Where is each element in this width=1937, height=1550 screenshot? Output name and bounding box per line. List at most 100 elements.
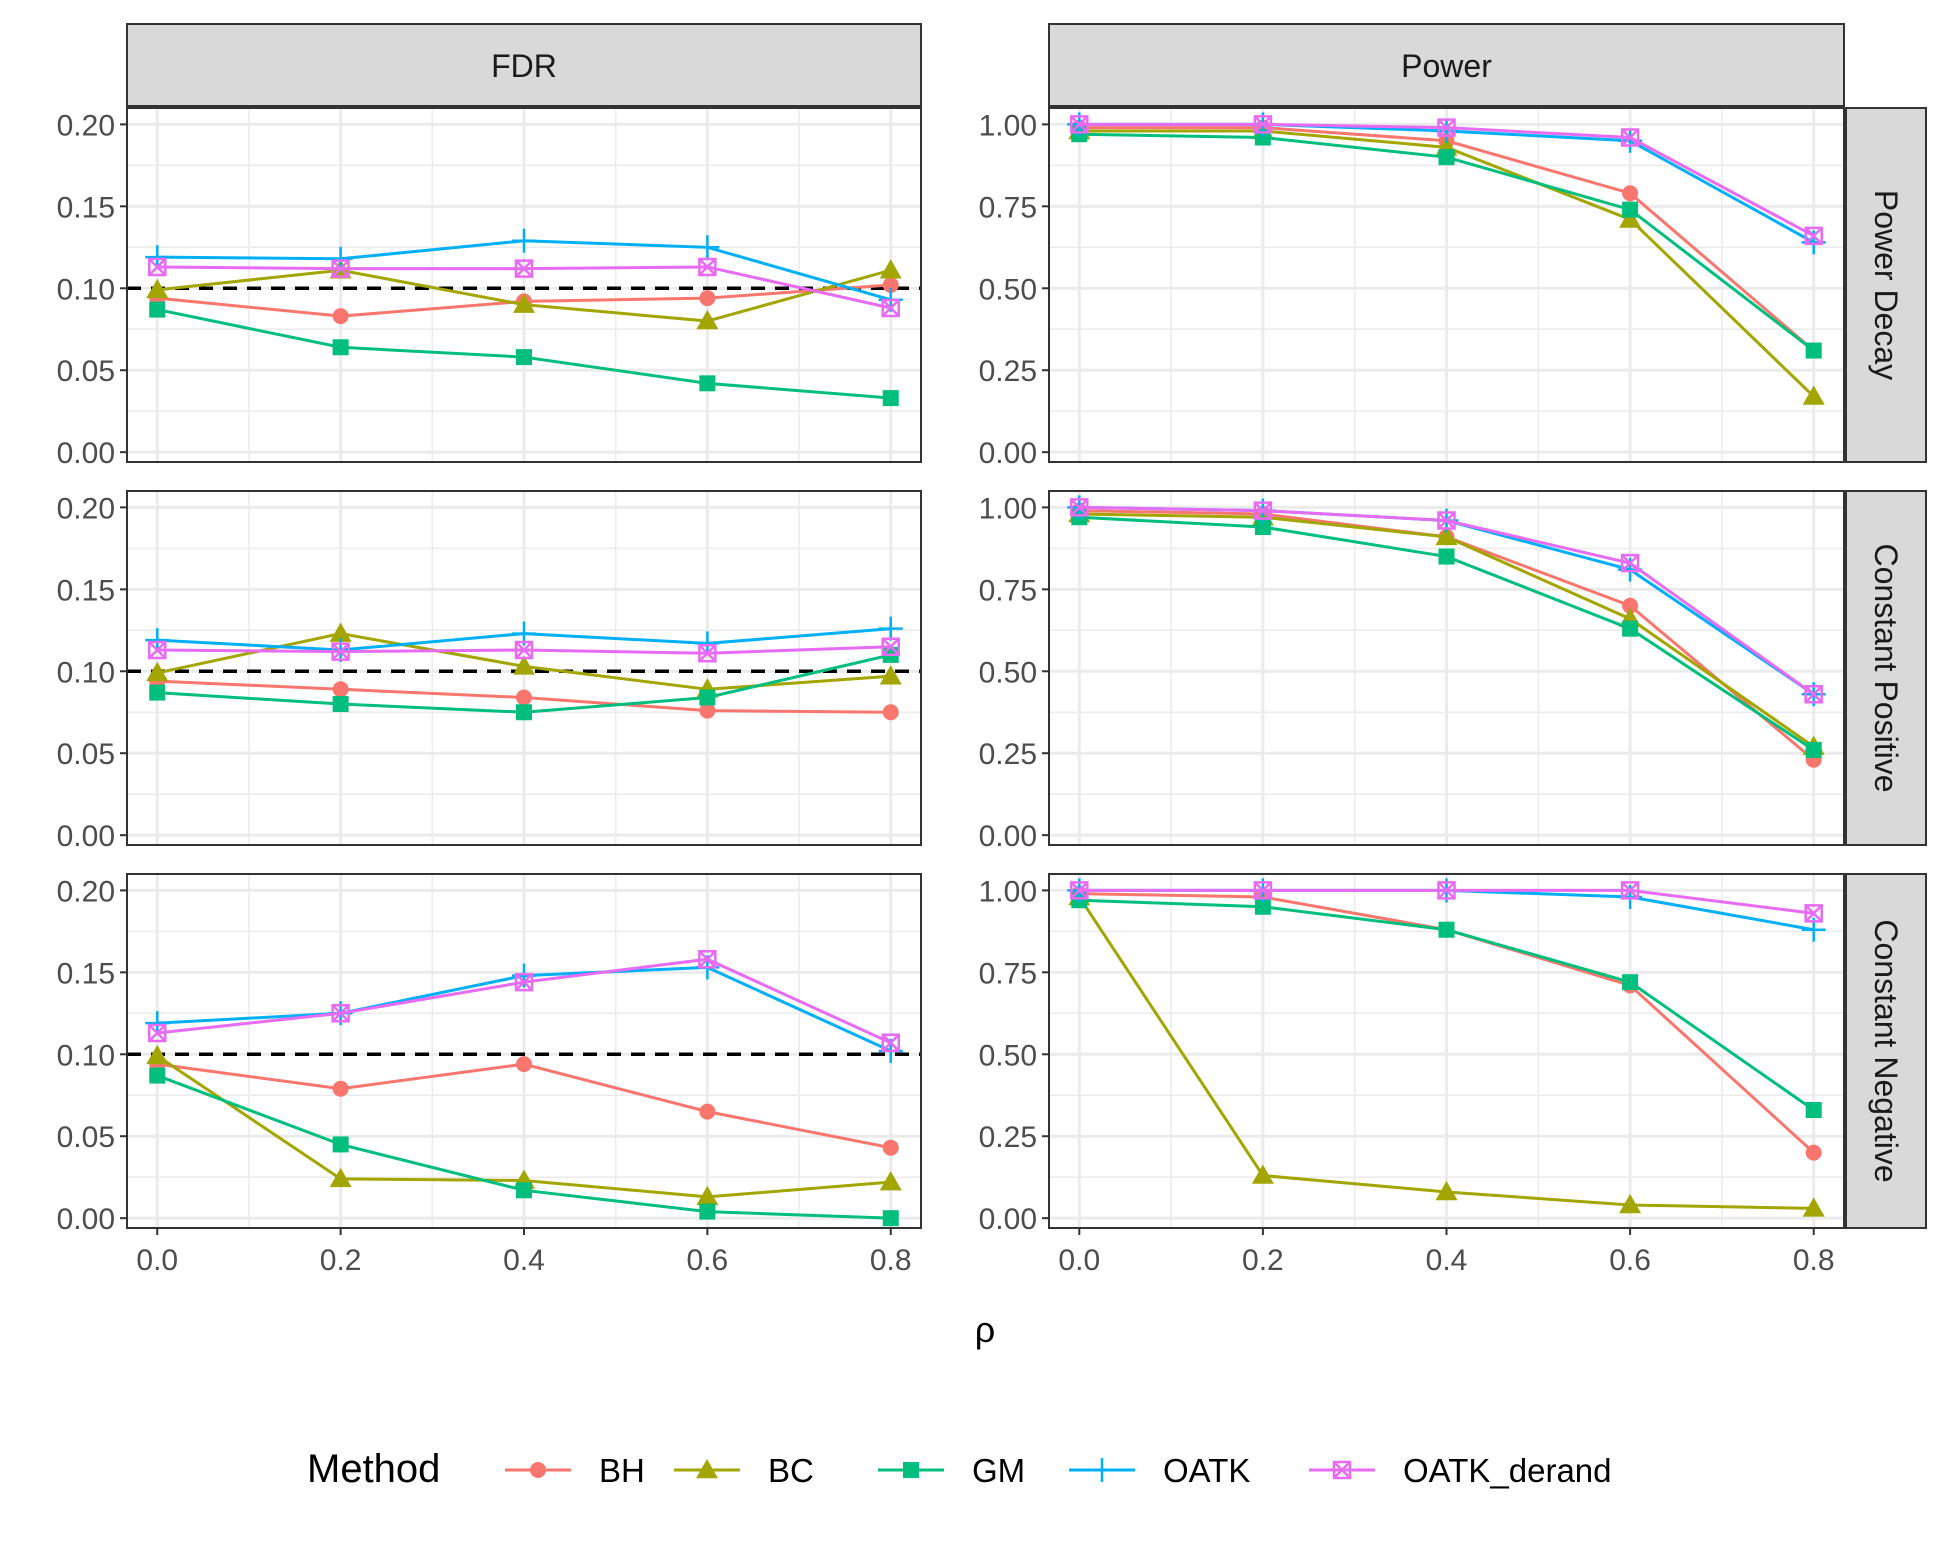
x-tick-label: 0.6 [1609, 1244, 1651, 1277]
legend-title: Method [307, 1447, 440, 1491]
panel-border [126, 490, 922, 846]
data-point-gm [1438, 149, 1455, 166]
data-point-oatk_derand [881, 1033, 900, 1053]
x-axis-title: ρ [975, 1309, 995, 1350]
data-point-oatk [145, 628, 170, 653]
legend-key-marker [1332, 1460, 1352, 1480]
data-point-bc [879, 665, 902, 685]
y-tick-label: 0.20 [57, 109, 115, 142]
y-tick-label: 0.25 [979, 355, 1037, 388]
data-point-bc [1435, 1180, 1458, 1201]
y-tick-label: 0.00 [979, 1203, 1037, 1236]
strip-constant_negative [1845, 873, 1927, 1229]
panel-border [1048, 107, 1845, 463]
data-point-oatk_derand [1620, 553, 1640, 573]
data-point-gm [149, 684, 166, 701]
data-point-oatk_derand [1804, 226, 1823, 246]
x-tick-label: 0.0 [136, 1244, 178, 1277]
y-tick-label: 0.05 [57, 738, 115, 771]
data-point-gm [149, 301, 166, 318]
panel-constant_negative-power: 0.00 0.25 0.50 0.75 1.00 0.0 0.2 0.4 0.6 0.8 [979, 873, 1845, 1277]
y-tick-label: 0.00 [57, 820, 115, 853]
data-point-bc [146, 661, 169, 682]
y-tick-label: 0.00 [57, 437, 115, 470]
y-tick-label: 0.75 [979, 574, 1037, 607]
y-tick-label: 0.15 [57, 574, 115, 607]
x-tick-label: 0.4 [1426, 1244, 1468, 1277]
y-tick-label: 0.00 [57, 1203, 115, 1236]
strip-label-constant_negative: Constant Negative [1868, 919, 1904, 1182]
legend-item-bh: BH [505, 1452, 645, 1489]
panel-power_decay-fdr: 0.00 0.05 0.10 0.15 0.20 [57, 107, 922, 470]
y-tick-label: 0.50 [979, 1039, 1037, 1072]
data-point-bc [513, 293, 535, 313]
y-tick-label: 1.00 [979, 109, 1037, 142]
data-point-oatk_derand [514, 972, 534, 992]
y-tick-label: 1.00 [979, 875, 1037, 908]
x-tick-label: 0.2 [320, 1244, 362, 1277]
data-point-bh [1622, 185, 1639, 202]
data-point-bh [1622, 597, 1639, 614]
data-point-bc [329, 622, 352, 642]
legend-key-marker [903, 1462, 919, 1478]
legend-label: BH [599, 1452, 645, 1489]
data-point-bh [699, 702, 716, 719]
data-point-bc [1802, 1197, 1825, 1217]
data-point-oatk_derand [148, 257, 167, 277]
data-point-bh [332, 308, 349, 325]
y-tick-label: 0.50 [979, 273, 1037, 306]
legend-item-oatk_derand: OATK_derand [1309, 1452, 1612, 1489]
x-tick-label: 0.6 [687, 1244, 729, 1277]
data-point-oatk_derand [1804, 904, 1823, 923]
data-point-bh [882, 704, 899, 721]
data-point-bc [146, 278, 169, 299]
y-tick-label: 0.10 [57, 1039, 115, 1072]
data-point-bc [513, 655, 535, 675]
data-point-oatk_derand [1804, 684, 1823, 704]
data-point-gm [516, 349, 532, 366]
legend: BH BC GM OATK OATK_derand [505, 1452, 1612, 1489]
data-point-bh [332, 681, 349, 698]
strip-constant_positive [1845, 490, 1927, 846]
y-tick-label: 0.10 [57, 656, 115, 689]
y-tick-label: 0.00 [979, 820, 1037, 853]
data-point-oatk_derand [1070, 881, 1089, 900]
data-point-bc [1435, 525, 1458, 546]
y-tick-label: 0.25 [979, 1121, 1037, 1154]
data-point-gm [1438, 548, 1455, 565]
data-point-oatk_derand [698, 257, 717, 277]
y-tick-label: 0.20 [57, 492, 115, 525]
data-point-oatk_derand [1070, 115, 1089, 134]
data-point-bc [1251, 1164, 1274, 1184]
strip-power [1048, 23, 1845, 107]
y-tick-label: 0.25 [979, 738, 1037, 771]
legend-label: BC [768, 1452, 814, 1489]
data-point-bh [882, 1139, 899, 1156]
panel-constant_negative-fdr: 0.00 0.05 0.10 0.15 0.20 0.0 0.2 0.4 0.6 0.8 [57, 873, 922, 1277]
x-tick-label: 0.8 [1793, 1244, 1835, 1277]
x-tick-label: 0.0 [1058, 1244, 1100, 1277]
y-tick-label: 0.50 [979, 656, 1037, 689]
panel-constant_positive-fdr: 0.00 0.05 0.10 0.15 0.20 [57, 490, 922, 853]
data-point-oatk_derand [331, 259, 350, 278]
data-point-oatk_derand [1253, 881, 1273, 900]
data-point-oatk_derand [1253, 115, 1273, 134]
strip-label-power_decay: Power Decay [1868, 190, 1904, 380]
y-tick-label: 0.05 [57, 355, 115, 388]
data-point-oatk [145, 1011, 170, 1036]
legend-key-marker [1090, 1458, 1114, 1482]
x-tick-label: 0.8 [870, 1244, 912, 1277]
data-point-bh [332, 1080, 349, 1097]
data-point-oatk_derand [148, 640, 167, 660]
panel-border [1048, 490, 1845, 846]
strip-label-constant_positive: Constant Positive [1868, 543, 1904, 792]
data-point-oatk_derand [331, 1004, 350, 1023]
panel-border [126, 107, 922, 463]
data-point-oatk_derand [698, 644, 717, 663]
data-point-oatk_derand [698, 949, 717, 969]
data-point-gm [1254, 898, 1271, 915]
strip-fdr [126, 23, 922, 107]
data-point-gm [149, 1067, 166, 1084]
legend-item-bc: BC [674, 1452, 814, 1489]
